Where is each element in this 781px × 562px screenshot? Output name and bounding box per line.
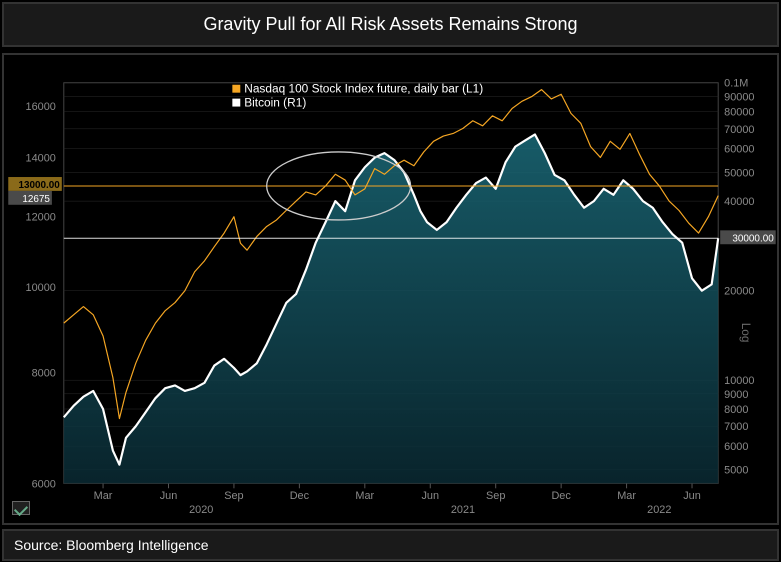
svg-text:2020: 2020 bbox=[189, 504, 213, 516]
svg-text:Mar: Mar bbox=[617, 490, 636, 502]
svg-text:Dec: Dec bbox=[290, 490, 310, 502]
svg-text:2021: 2021 bbox=[451, 504, 475, 516]
svg-text:20000: 20000 bbox=[724, 286, 754, 298]
svg-text:Log: Log bbox=[739, 323, 753, 343]
svg-text:Sep: Sep bbox=[224, 490, 243, 502]
svg-text:Dec: Dec bbox=[551, 490, 571, 502]
svg-text:5000: 5000 bbox=[724, 465, 748, 477]
svg-text:Bitcoin (R1): Bitcoin (R1) bbox=[244, 96, 306, 110]
svg-text:8000: 8000 bbox=[724, 404, 748, 416]
svg-text:7000: 7000 bbox=[724, 421, 748, 433]
svg-text:70000: 70000 bbox=[724, 124, 754, 136]
svg-text:6000: 6000 bbox=[724, 441, 748, 453]
svg-text:Jun: Jun bbox=[421, 490, 439, 502]
svg-text:2022: 2022 bbox=[647, 504, 671, 516]
svg-text:Mar: Mar bbox=[355, 490, 374, 502]
chart-source: Source: Bloomberg Intelligence bbox=[2, 529, 779, 561]
svg-text:Sep: Sep bbox=[486, 490, 505, 502]
svg-text:10000: 10000 bbox=[26, 282, 56, 294]
svg-text:Mar: Mar bbox=[94, 490, 113, 502]
svg-text:13000.00: 13000.00 bbox=[18, 180, 60, 191]
svg-text:14000: 14000 bbox=[26, 152, 56, 164]
svg-text:0.1M: 0.1M bbox=[724, 78, 748, 90]
chart-container: 5000600070008000900010000200003000040000… bbox=[2, 53, 779, 525]
terminal-logo-icon bbox=[12, 501, 30, 515]
svg-text:16000: 16000 bbox=[26, 101, 56, 113]
svg-text:30000.00: 30000.00 bbox=[732, 233, 774, 244]
svg-text:Jun: Jun bbox=[160, 490, 178, 502]
svg-text:80000: 80000 bbox=[724, 107, 754, 119]
svg-text:10000: 10000 bbox=[724, 375, 754, 387]
svg-text:Nasdaq 100 Stock Index future,: Nasdaq 100 Stock Index future, daily bar… bbox=[244, 82, 483, 96]
svg-text:50000: 50000 bbox=[724, 167, 754, 179]
svg-text:90000: 90000 bbox=[724, 91, 754, 103]
svg-text:60000: 60000 bbox=[724, 144, 754, 156]
svg-text:9000: 9000 bbox=[724, 389, 748, 401]
svg-text:8000: 8000 bbox=[32, 368, 56, 380]
svg-text:12000: 12000 bbox=[26, 212, 56, 224]
chart-svg: 5000600070008000900010000200003000040000… bbox=[4, 55, 777, 523]
svg-text:Jun: Jun bbox=[683, 490, 701, 502]
svg-text:6000: 6000 bbox=[32, 478, 56, 490]
chart-title: Gravity Pull for All Risk Assets Remains… bbox=[2, 2, 779, 47]
svg-text:40000: 40000 bbox=[724, 196, 754, 208]
svg-text:12675: 12675 bbox=[22, 194, 50, 205]
